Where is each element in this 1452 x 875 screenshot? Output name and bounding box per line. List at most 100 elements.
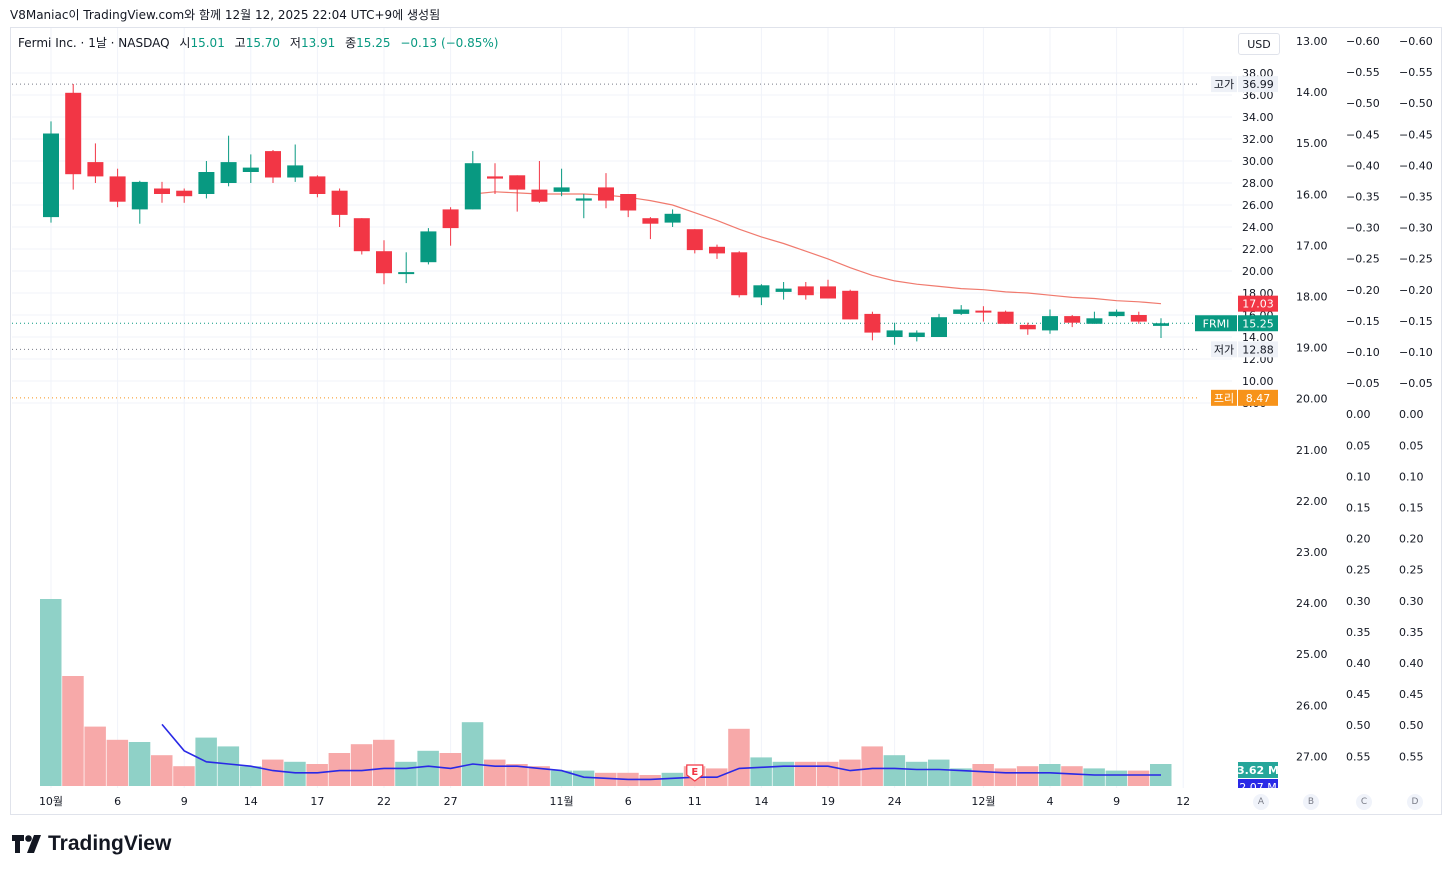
candle-body: [731, 252, 748, 296]
legend-symbol[interactable]: Fermi Inc. · 1날 · NASDAQ: [18, 36, 170, 50]
candle-body: [1130, 315, 1147, 322]
y-tick-label: 26.00: [1242, 199, 1274, 212]
volume-bar: [461, 722, 484, 786]
scale-button-d[interactable]: D: [1407, 794, 1423, 810]
axis-d-tick-label: 0.20: [1399, 533, 1424, 546]
legend-change: −0.13 (−0.85%): [400, 36, 499, 50]
volume-bar: [1127, 770, 1150, 786]
candle-body: [842, 290, 859, 320]
x-tick-label: 17: [310, 795, 324, 808]
axis-c-tick-label: 0.50: [1346, 719, 1371, 732]
candle-body: [975, 310, 992, 313]
candle-body: [376, 251, 392, 274]
volume-tag-bg: [1238, 762, 1278, 778]
candle-body: [1064, 316, 1081, 323]
volume-bar: [883, 755, 906, 786]
candle-body: [553, 187, 570, 192]
candle-body: [309, 176, 326, 194]
axis-c-tick-label: 0.20: [1346, 533, 1371, 546]
axis-d-tick-label: −0.35: [1399, 191, 1433, 204]
x-tick-label: 4: [1047, 795, 1054, 808]
volume-bar: [62, 676, 84, 786]
candle-body: [1019, 324, 1036, 330]
axis-d-tick-label: 0.35: [1399, 626, 1424, 639]
symbol-legend: Fermi Inc. · 1날 · NASDAQ 시15.01 고15.70 저…: [18, 34, 499, 51]
volume-bar: [750, 757, 772, 786]
candle-body: [997, 311, 1014, 324]
volume-bar: [972, 764, 994, 786]
candle-body: [642, 218, 659, 224]
volume-bar: [595, 772, 617, 786]
axis-d-tick-label: 0.45: [1399, 688, 1424, 701]
candle-body: [87, 162, 104, 177]
candle-body: [753, 285, 770, 298]
y-tick-label: 28.00: [1242, 177, 1274, 190]
y-tick-label: 24.00: [1242, 221, 1274, 234]
axis-c-tick-label: −0.35: [1346, 191, 1380, 204]
candle-body: [65, 92, 82, 175]
axis-d-tick-label: −0.20: [1399, 284, 1433, 297]
volume-bar: [1105, 770, 1128, 786]
candle-body: [353, 218, 370, 252]
chart-caption: V8Maniac이 TradingView.com와 함께 12월 12, 20…: [10, 8, 441, 22]
volume-bar: [1039, 764, 1061, 786]
candle-body: [931, 317, 947, 337]
volume-bar: [550, 770, 573, 786]
candle-body: [953, 309, 970, 314]
candle-body: [242, 167, 259, 172]
currency-button[interactable]: USD: [1238, 33, 1280, 55]
x-tick-label: 9: [181, 795, 188, 808]
axis-b-tick-label: 20.00: [1296, 393, 1328, 406]
axis-c-tick-label: 0.05: [1346, 439, 1371, 452]
scale-button-b[interactable]: B: [1303, 794, 1319, 810]
x-tick-label: 14: [244, 795, 258, 808]
volume-bar: [484, 759, 506, 786]
x-tick-label: 6: [625, 795, 632, 808]
axis-d-tick-label: −0.55: [1399, 66, 1433, 79]
high-tag-value-bg: [1238, 76, 1278, 93]
volume-ma-line: [161, 723, 1161, 781]
tradingview-brand[interactable]: TradingView: [12, 832, 171, 856]
scale-button-c[interactable]: C: [1356, 794, 1372, 810]
high-tag-value: 36.99: [1242, 78, 1274, 91]
legend-low-label: 저: [289, 36, 301, 50]
axis-d-tick-label: 0.25: [1399, 564, 1424, 577]
axis-d-tick-label: 0.40: [1399, 657, 1424, 670]
x-tick-label: 27: [444, 795, 458, 808]
axis-b-tick-label: 15.00: [1296, 137, 1328, 150]
x-tick-label: 12월: [971, 795, 995, 808]
legend-open-label: 시: [179, 36, 191, 50]
moving-average-line: [472, 191, 1162, 305]
volume-bar: [350, 744, 373, 786]
candle-body: [1108, 311, 1125, 317]
axis-b-tick-label: 16.00: [1296, 188, 1328, 201]
axis-b-tick-label: 19.00: [1296, 342, 1328, 355]
axis-d-tick-label: 0.30: [1399, 595, 1424, 608]
axis-c-tick-label: 0.10: [1346, 470, 1371, 483]
low-tag-value-bg: [1238, 341, 1278, 358]
legend-low: 13.91: [300, 36, 336, 50]
axis-b-tick-label: 27.00: [1296, 750, 1328, 763]
candle-body: [797, 286, 814, 296]
y-tick-label: 20.00: [1242, 265, 1274, 278]
volume-bar: [839, 759, 861, 786]
volume-bar: [284, 761, 306, 786]
axis-d-tick-label: −0.05: [1399, 377, 1433, 390]
axis-d-tick-label: −0.25: [1399, 253, 1433, 266]
volume-bar: [262, 759, 284, 786]
x-tick-label: 24: [888, 795, 902, 808]
volume-bar: [417, 750, 439, 786]
volume-bar: [639, 775, 661, 786]
axis-c-tick-label: 0.15: [1346, 502, 1371, 515]
axis-c-tick-label: 0.00: [1346, 408, 1371, 421]
candle-body: [908, 332, 925, 337]
candle-body: [220, 162, 237, 183]
volume-bar: [106, 739, 129, 786]
tradingview-logo-icon: [12, 835, 41, 853]
volume-bar: [306, 764, 328, 786]
scale-button-a[interactable]: A: [1253, 794, 1269, 810]
candle-body: [109, 176, 126, 202]
legend-high: 15.70: [245, 36, 281, 50]
axis-d-tick-label: 0.05: [1399, 439, 1424, 452]
